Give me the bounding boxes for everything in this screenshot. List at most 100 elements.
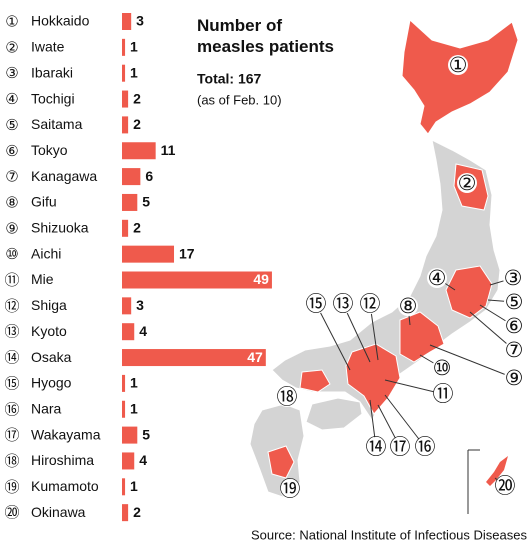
map-marker: ⑤ bbox=[505, 290, 524, 314]
value-label: 3 bbox=[136, 297, 144, 313]
category-label: Kyoto bbox=[31, 323, 67, 339]
value-label: 1 bbox=[130, 478, 138, 494]
category-label: Okinawa bbox=[31, 504, 86, 520]
map-marker: ① bbox=[449, 53, 468, 77]
value-label: 4 bbox=[139, 452, 147, 468]
bar bbox=[122, 38, 126, 56]
bar bbox=[122, 374, 126, 392]
category-label: Hokkaido bbox=[31, 13, 90, 29]
row-marker: ⑤ bbox=[5, 116, 18, 134]
map-marker-bg bbox=[457, 173, 477, 193]
bar bbox=[122, 271, 272, 289]
value-label: 11 bbox=[161, 142, 176, 158]
value-label: 47 bbox=[247, 349, 263, 365]
category-label: Hiroshima bbox=[31, 452, 94, 468]
map-kumamoto bbox=[267, 445, 295, 479]
map-marker-bg bbox=[306, 294, 326, 314]
row-marker: ⑰ bbox=[4, 426, 19, 444]
map-marker-bg bbox=[398, 296, 418, 316]
map-hiroshima bbox=[299, 369, 331, 393]
source: Source: National Institute of Infectious… bbox=[251, 527, 528, 542]
row-marker: ⑨ bbox=[5, 219, 18, 237]
row-marker: ⑧ bbox=[5, 193, 18, 211]
row-marker: ⑲ bbox=[4, 478, 19, 496]
bar bbox=[122, 64, 126, 82]
total: Total: 167 bbox=[197, 71, 262, 87]
category-label: Iwate bbox=[31, 39, 65, 55]
map-marker-bg bbox=[504, 292, 524, 312]
value-label: 1 bbox=[130, 400, 138, 416]
bar bbox=[122, 400, 126, 418]
value-label: 5 bbox=[142, 194, 150, 210]
map-marker: ⑱ bbox=[277, 385, 298, 409]
category-label: Wakayama bbox=[31, 426, 101, 442]
map-marker-bg bbox=[427, 268, 447, 288]
row-marker: ⑭ bbox=[4, 349, 19, 367]
category-label: Nara bbox=[31, 400, 62, 416]
category-label: Tokyo bbox=[31, 142, 68, 158]
bar bbox=[122, 297, 132, 315]
okinawa-frame bbox=[467, 449, 480, 514]
bar bbox=[122, 116, 129, 134]
map-marker: ⑦ bbox=[505, 338, 524, 362]
row-marker: ⑫ bbox=[4, 297, 19, 315]
map-marker-bg bbox=[432, 358, 452, 378]
map-marker-bg bbox=[390, 437, 410, 457]
category-label: Shiga bbox=[31, 297, 67, 313]
map-marker: ⑰ bbox=[390, 435, 411, 459]
map-honshu bbox=[271, 139, 501, 421]
map-marker: ⑯ bbox=[415, 435, 436, 459]
row-marker: ② bbox=[5, 38, 18, 56]
map-marker-bg bbox=[360, 294, 380, 314]
category-label: Hyogo bbox=[31, 375, 72, 391]
map-marker-bg bbox=[504, 340, 524, 360]
map-marker: ④ bbox=[428, 266, 447, 290]
row-marker: ⑬ bbox=[4, 323, 19, 341]
value-label: 17 bbox=[179, 245, 195, 261]
category-label: Saitama bbox=[31, 116, 83, 132]
value-label: 5 bbox=[142, 426, 150, 442]
category-label: Aichi bbox=[31, 245, 61, 261]
category-label: Ibaraki bbox=[31, 64, 73, 80]
bar bbox=[122, 193, 138, 211]
map-shikoku bbox=[305, 397, 363, 431]
bar bbox=[122, 323, 135, 341]
map-marker-bg bbox=[495, 476, 515, 496]
row-marker: ⑥ bbox=[5, 142, 18, 160]
map-marker: ⑮ bbox=[306, 292, 327, 316]
value-label: 1 bbox=[130, 375, 138, 391]
map-marker: ③ bbox=[504, 266, 523, 290]
bar bbox=[122, 426, 138, 444]
subtitle: (as of Feb. 10) bbox=[197, 92, 282, 107]
row-marker: ⑩ bbox=[5, 245, 18, 263]
value-label: 3 bbox=[136, 13, 144, 29]
value-label: 6 bbox=[145, 168, 153, 184]
bar bbox=[122, 219, 129, 237]
title-line: Number of measles patients bbox=[197, 16, 334, 56]
value-label: 1 bbox=[130, 39, 138, 55]
map-marker: ⑪ bbox=[433, 382, 454, 406]
map-marker-bg bbox=[415, 437, 435, 457]
row-marker: ⑦ bbox=[5, 168, 18, 186]
map-marker: ⑬ bbox=[333, 292, 354, 316]
map-marker: ⑧ bbox=[399, 294, 418, 318]
value-label: 2 bbox=[133, 504, 141, 520]
leader-line bbox=[315, 303, 351, 371]
value-label: 1 bbox=[130, 64, 138, 80]
row-marker: ③ bbox=[5, 64, 18, 82]
category-label: Gifu bbox=[31, 194, 57, 210]
map-marker: ⑭ bbox=[366, 435, 387, 459]
bar bbox=[122, 168, 141, 186]
bar bbox=[122, 504, 129, 522]
map-marker: ⑲ bbox=[280, 477, 301, 501]
map-marker: ⑥ bbox=[505, 314, 524, 338]
map-marker-bg bbox=[503, 268, 523, 288]
map-marker: ⑨ bbox=[505, 366, 524, 390]
map-marker-bg bbox=[433, 384, 453, 404]
value-label: 49 bbox=[253, 271, 269, 287]
leader-line bbox=[384, 394, 426, 448]
value-label: 2 bbox=[133, 90, 141, 106]
map-marker: ② bbox=[458, 171, 477, 195]
row-marker: ⑮ bbox=[4, 374, 19, 392]
